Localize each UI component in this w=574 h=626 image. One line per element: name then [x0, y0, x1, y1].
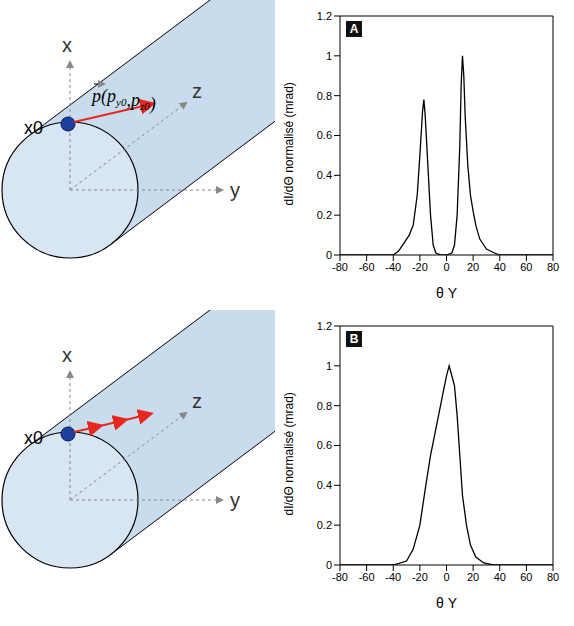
- svg-text:0.2: 0.2: [317, 209, 332, 221]
- svg-text:80: 80: [547, 571, 559, 583]
- svg-text:dI/dΘ normalisé (mrad): dI/dΘ normalisé (mrad): [282, 392, 296, 515]
- svg-text:20: 20: [467, 261, 479, 273]
- svg-text:-80: -80: [332, 571, 348, 583]
- svg-text:1: 1: [326, 360, 332, 372]
- svg-text:0.2: 0.2: [317, 519, 332, 531]
- svg-text:0.8: 0.8: [317, 90, 332, 102]
- html-text:B: B: [349, 332, 359, 346]
- svg-text:0.6: 0.6: [317, 129, 332, 141]
- svg-text:x0: x0: [24, 428, 43, 448]
- svg-text:-60: -60: [359, 571, 375, 583]
- svg-text:0: 0: [326, 559, 332, 571]
- svg-text:0: 0: [443, 261, 449, 273]
- svg-text:60: 60: [520, 261, 532, 273]
- svg-text:1.2: 1.2: [317, 10, 332, 22]
- svg-text:0: 0: [326, 249, 332, 261]
- svg-text:-40: -40: [385, 571, 401, 583]
- svg-text:-80: -80: [332, 261, 348, 273]
- svg-text:θ Y: θ Y: [436, 285, 458, 301]
- svg-text:-40: -40: [385, 261, 401, 273]
- svg-text:0.8: 0.8: [317, 400, 332, 412]
- svg-text:x: x: [62, 34, 72, 56]
- svg-text:x0: x0: [24, 118, 43, 138]
- svg-text:0.4: 0.4: [317, 479, 332, 491]
- svg-text:0.4: 0.4: [317, 169, 332, 181]
- svg-text:z: z: [192, 80, 202, 102]
- svg-text:y: y: [230, 489, 240, 511]
- svg-text:p(py0,pz0): p(py0,pz0): [90, 86, 156, 115]
- svg-text:0.6: 0.6: [317, 439, 332, 451]
- svg-text:y: y: [230, 179, 240, 201]
- svg-text:20: 20: [467, 571, 479, 583]
- svg-text:dI/dΘ normalisé (mrad): dI/dΘ normalisé (mrad): [282, 82, 296, 205]
- svg-text:x: x: [62, 344, 72, 366]
- svg-text:40: 40: [494, 571, 506, 583]
- svg-text:-60: -60: [359, 261, 375, 273]
- svg-text:1: 1: [326, 50, 332, 62]
- svg-text:60: 60: [520, 571, 532, 583]
- svg-text:0: 0: [443, 571, 449, 583]
- svg-text:-20: -20: [412, 261, 428, 273]
- svg-text:z: z: [192, 390, 202, 412]
- html-text:A: A: [349, 22, 359, 36]
- svg-text:-20: -20: [412, 571, 428, 583]
- svg-text:80: 80: [547, 261, 559, 273]
- svg-text:1.2: 1.2: [317, 320, 332, 332]
- svg-text:θ Y: θ Y: [436, 595, 458, 611]
- svg-text:40: 40: [494, 261, 506, 273]
